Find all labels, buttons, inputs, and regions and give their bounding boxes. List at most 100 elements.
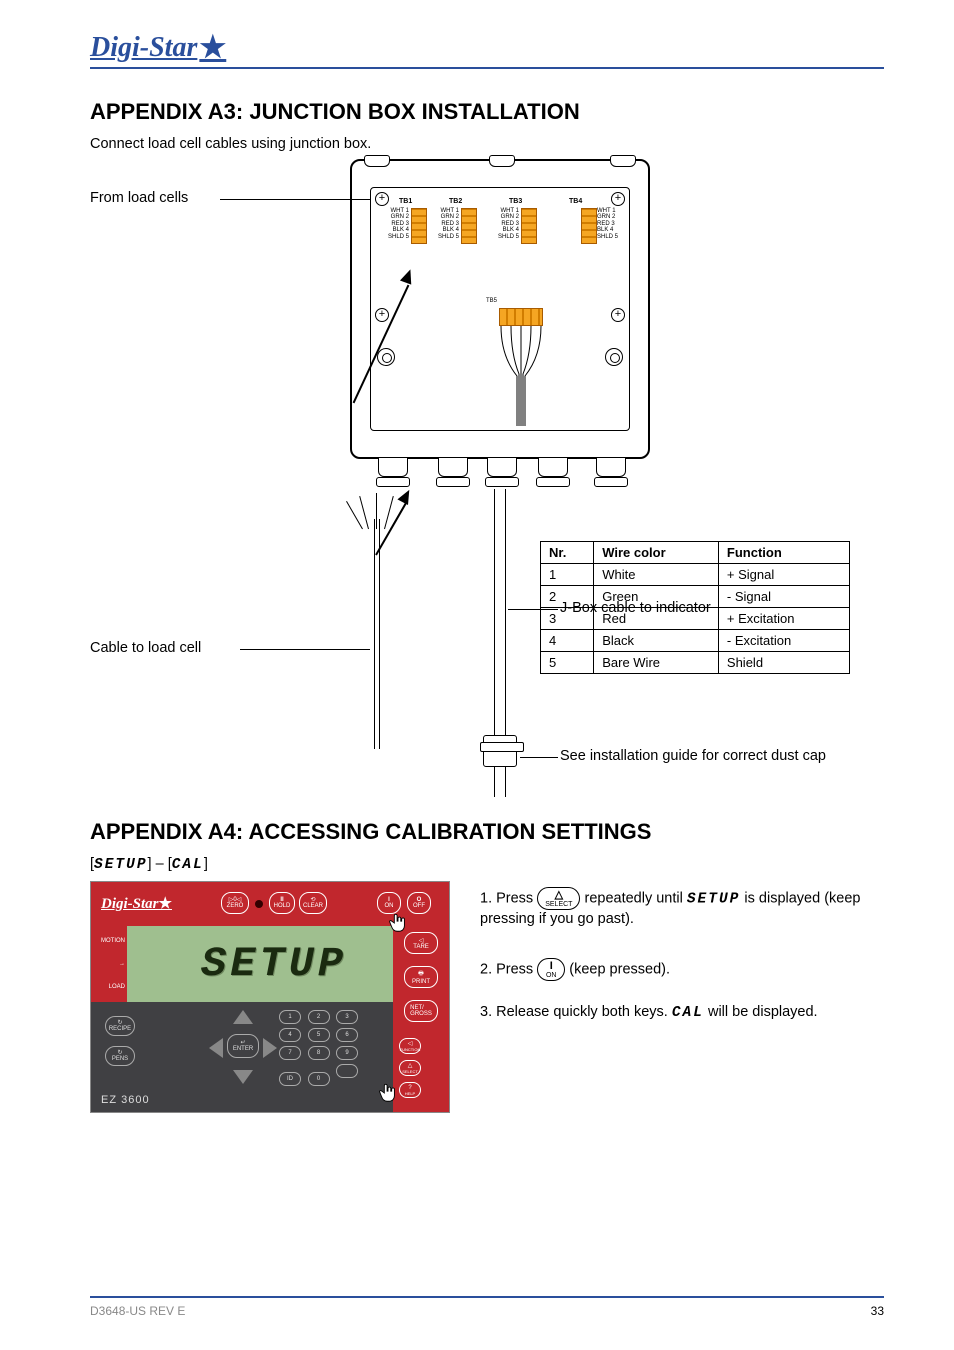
tb2-head: TB2 bbox=[449, 198, 462, 205]
lcd-text: SETUP bbox=[201, 940, 347, 988]
num-2[interactable]: 2 bbox=[308, 1010, 330, 1024]
lid-clip bbox=[610, 155, 636, 167]
num-9[interactable]: 9 bbox=[336, 1046, 358, 1060]
gland-nut bbox=[536, 477, 570, 487]
col-nr: Nr. bbox=[541, 541, 594, 563]
pens-button[interactable]: ↻PENS bbox=[105, 1046, 135, 1066]
hand-cursor-icon bbox=[387, 912, 409, 934]
select-key-icon: △SELECT bbox=[537, 887, 580, 910]
menu-cal-label: CAL bbox=[172, 857, 204, 873]
hold-button[interactable]: IIHOLD bbox=[269, 892, 295, 914]
cable-gland bbox=[538, 457, 568, 477]
numpad: 1 2 3 4 5 6 7 8 9 ID 0 bbox=[277, 1008, 387, 1088]
screw-icon bbox=[611, 308, 625, 322]
step-3: 3. Release quickly both keys. CAL will b… bbox=[480, 1003, 884, 1024]
lid-clip bbox=[489, 155, 515, 167]
cable-gland bbox=[487, 457, 517, 477]
brand-text: Digi-Star bbox=[90, 32, 197, 64]
wire-labels: WHT 1 GRN 2 RED 3 BLK 4 SHLD 5 bbox=[597, 208, 629, 241]
num-7[interactable]: 7 bbox=[279, 1046, 301, 1060]
wire-labels: WHT 1 GRN 2 RED 3 BLK 4 SHLD 5 bbox=[377, 208, 409, 241]
led-icon bbox=[255, 900, 263, 908]
lcd-left-labels: MOTION → LOAD bbox=[91, 926, 127, 1002]
num-6[interactable]: 6 bbox=[336, 1028, 358, 1042]
gland-nut bbox=[376, 477, 410, 487]
lid-clip bbox=[364, 155, 390, 167]
num-1[interactable]: 1 bbox=[279, 1010, 301, 1024]
table-header-row: Nr. Wire color Function bbox=[541, 541, 850, 563]
col-func: Function bbox=[718, 541, 849, 563]
junction-box-diagram: TB1 TB2 TB3 TB4 WHT 1 GRN 2 RED 3 BLK 4 … bbox=[90, 159, 870, 799]
footer-page-number: 33 bbox=[871, 1304, 884, 1318]
appendix-a3-intro: Connect load cell cables using junction … bbox=[90, 135, 884, 155]
page-footer: D3648-US REV E 33 bbox=[90, 1296, 884, 1318]
center-wires bbox=[491, 326, 551, 426]
num-0[interactable]: 0 bbox=[308, 1072, 330, 1086]
nav-up-icon[interactable] bbox=[233, 1010, 253, 1024]
terminal-block-center bbox=[499, 308, 543, 326]
terminal-block bbox=[581, 208, 597, 244]
screw-icon bbox=[375, 308, 389, 322]
net-gross-button[interactable]: NET/ GROSS bbox=[404, 1000, 438, 1022]
cable-gland bbox=[378, 457, 408, 477]
clear-button[interactable]: ⟲CLEAR bbox=[299, 892, 327, 914]
num-5[interactable]: 5 bbox=[308, 1028, 330, 1042]
mount-hole-icon bbox=[605, 348, 623, 366]
table-row: 5Bare WireShield bbox=[541, 651, 850, 673]
enter-button[interactable]: ↵ENTER bbox=[227, 1034, 259, 1058]
col-wire: Wire color bbox=[594, 541, 719, 563]
nav-down-icon[interactable] bbox=[233, 1070, 253, 1084]
step-2: 2. Press ION (keep pressed). bbox=[480, 958, 884, 981]
page-header: Digi-Star★ bbox=[90, 30, 884, 69]
terminal-block bbox=[461, 208, 477, 244]
zero-button[interactable]: ▷0◁ZERO bbox=[221, 892, 249, 914]
wire-labels: WHT 1 GRN 2 RED 3 BLK 4 SHLD 5 bbox=[487, 208, 519, 241]
arrowhead-icon bbox=[397, 487, 414, 505]
num-8[interactable]: 8 bbox=[308, 1046, 330, 1060]
cal-word: CAL bbox=[672, 1005, 704, 1021]
on-button[interactable]: ION bbox=[377, 892, 401, 914]
on-key-icon: ION bbox=[537, 958, 565, 981]
model-label: EZ 3600 bbox=[101, 1094, 150, 1106]
menu-path: [SETUP] – [CAL] bbox=[90, 855, 884, 876]
panel-logo: Digi-Star★ bbox=[101, 894, 172, 913]
select-button[interactable]: △SELECT bbox=[399, 1060, 421, 1076]
table-row: 1White+ Signal bbox=[541, 563, 850, 585]
off-button[interactable]: OOFF bbox=[407, 892, 431, 914]
help-button[interactable]: ?HELP bbox=[399, 1082, 421, 1098]
screw-icon bbox=[611, 192, 625, 206]
recipe-button[interactable]: ↻RECIPE bbox=[105, 1016, 135, 1036]
num-blank[interactable] bbox=[336, 1064, 358, 1078]
junction-box-pcb: TB1 TB2 TB3 TB4 WHT 1 GRN 2 RED 3 BLK 4 … bbox=[370, 187, 630, 431]
table-row: 4Black- Excitation bbox=[541, 629, 850, 651]
gland-nut bbox=[436, 477, 470, 487]
jbox-cable bbox=[494, 489, 506, 739]
brand-logo: Digi-Star★ bbox=[90, 30, 226, 65]
nav-left-icon[interactable] bbox=[209, 1038, 223, 1058]
step-1: 1. Press △SELECT repeatedly until SETUP … bbox=[480, 887, 884, 930]
table-row: 3Red+ Excitation bbox=[541, 607, 850, 629]
nav-right-icon[interactable] bbox=[263, 1038, 277, 1058]
terminal-block bbox=[411, 208, 427, 244]
terminal-block bbox=[521, 208, 537, 244]
appendix-a4-title: APPENDIX A4: ACCESSING CALIBRATION SETTI… bbox=[90, 819, 884, 845]
table-row: 2Green- Signal bbox=[541, 585, 850, 607]
tare-button[interactable]: ◁TARE bbox=[404, 932, 438, 954]
menu-setup-label: SETUP bbox=[94, 857, 148, 873]
steps-column: 1. Press △SELECT repeatedly until SETUP … bbox=[480, 881, 884, 1029]
panel-bottom: ↻RECIPE ↻PENS ↵ENTER 1 2 3 4 5 6 7 8 bbox=[91, 1002, 393, 1112]
num-3[interactable]: 3 bbox=[336, 1010, 358, 1024]
num-4[interactable]: 4 bbox=[279, 1028, 301, 1042]
mount-hole-icon bbox=[377, 348, 395, 366]
cable-connector bbox=[483, 735, 517, 767]
print-button[interactable]: 🖶PRINT bbox=[404, 966, 438, 988]
callout-cable-to-loadcell: Cable to load cell bbox=[90, 639, 240, 658]
screw-icon bbox=[375, 192, 389, 206]
panel-side-column: ◁TARE 🖶PRINT NET/ GROSS ◁FUNCTION △SELEC… bbox=[393, 926, 449, 1112]
gland-nut bbox=[485, 477, 519, 487]
appendix-a3-title: APPENDIX A3: JUNCTION BOX INSTALLATION bbox=[90, 99, 884, 125]
setup-word: SETUP bbox=[687, 891, 741, 907]
num-id[interactable]: ID bbox=[279, 1072, 301, 1086]
gland-nut bbox=[594, 477, 628, 487]
function-button[interactable]: ◁FUNCTION bbox=[399, 1038, 421, 1054]
